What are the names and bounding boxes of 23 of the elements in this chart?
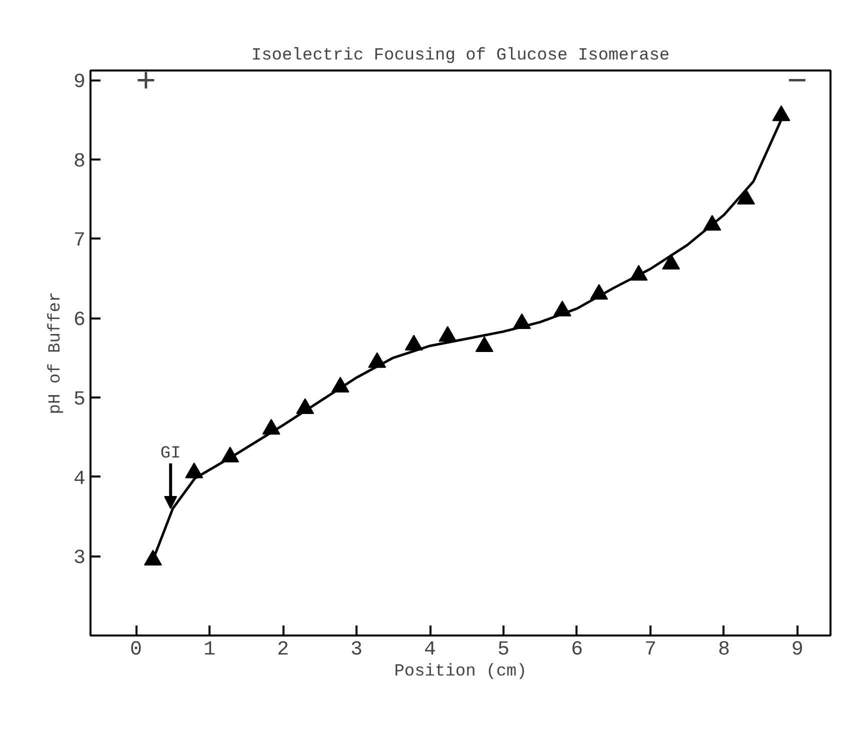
x-tick-label: 7 [644,638,656,662]
y-tick-label: 9 [74,71,86,94]
y-axis-title: pH of Buffer [46,292,66,414]
y-tick-label: 4 [74,468,86,491]
y-tick-label: 5 [74,388,86,412]
x-tick-label: 2 [277,638,290,662]
x-tick-label: 1 [204,638,216,662]
annotation: + [136,64,156,103]
annotation: GI [160,444,181,464]
x-tick-label: 3 [350,638,363,662]
x-tick-label: 4 [424,638,436,662]
x-tick-label: 8 [718,638,730,662]
chart-title: Isoelectric Focusing of Glucose Isomerase [251,46,670,66]
y-tick-label: 8 [74,150,86,174]
y-tick-label: 3 [74,547,86,570]
x-tick-label: 6 [570,638,583,662]
annotation: − [787,64,808,103]
y-tick-label: 6 [74,309,86,332]
y-tick-label: 7 [74,230,86,253]
x-tick-label: 9 [791,638,804,662]
x-tick-label: 5 [497,638,510,662]
x-axis-title: Position (cm) [394,662,527,682]
x-tick-label: 0 [130,638,142,662]
